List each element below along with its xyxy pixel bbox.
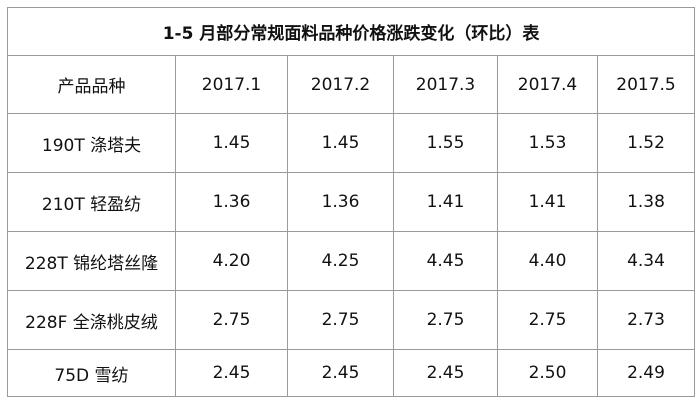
table-body: 1-5 月部分常规面料品种价格涨跌变化（环比）表 产品品种 2017.1 2017.… <box>6 7 696 397</box>
product-name: 228F 全涤桃皮绒 <box>7 290 176 350</box>
data-row: 210T 轻盈纺 1.36 1.36 1.41 1.41 1.38 <box>7 172 696 232</box>
price-cell: 1.45 <box>287 113 394 173</box>
price-cell: 2.75 <box>497 290 598 350</box>
data-row: 228T 锦纶塔丝隆 4.20 4.25 4.45 4.40 4.34 <box>7 231 696 291</box>
price-cell: 2.73 <box>596 290 696 350</box>
data-row: 75D 雪纺 2.45 2.45 2.45 2.50 2.49 <box>7 349 696 397</box>
price-cell: 1.53 <box>497 113 598 173</box>
price-cell: 1.41 <box>497 172 598 232</box>
price-cell: 2.45 <box>175 349 288 397</box>
price-cell: 2.45 <box>393 349 498 397</box>
header-cell: 2017.2 <box>287 55 394 114</box>
price-cell: 1.36 <box>287 172 394 232</box>
header-cell: 2017.5 <box>596 55 696 114</box>
title-row: 1-5 月部分常规面料品种价格涨跌变化（环比）表 <box>6 7 696 56</box>
price-cell: 1.45 <box>175 113 288 173</box>
header-row: 产品品种 2017.1 2017.2 2017.3 2017.4 2017.5 <box>7 55 696 114</box>
price-cell: 1.52 <box>596 113 696 173</box>
table-title: 1-5 月部分常规面料品种价格涨跌变化（环比）表 <box>6 7 696 56</box>
price-cell: 1.38 <box>596 172 696 232</box>
price-cell: 2.49 <box>596 349 696 397</box>
product-name: 228T 锦纶塔丝隆 <box>7 231 176 291</box>
price-cell: 4.20 <box>175 231 288 291</box>
data-row: 190T 涤塔夫 1.45 1.45 1.55 1.53 1.52 <box>7 113 696 173</box>
price-cell: 2.45 <box>287 349 394 397</box>
data-row: 228F 全涤桃皮绒 2.75 2.75 2.75 2.75 2.73 <box>7 290 696 350</box>
header-cell: 2017.4 <box>497 55 598 114</box>
price-cell: 1.41 <box>393 172 498 232</box>
price-cell: 1.36 <box>175 172 288 232</box>
price-cell: 4.45 <box>393 231 498 291</box>
product-name: 75D 雪纺 <box>7 349 176 397</box>
price-cell: 4.25 <box>287 231 394 291</box>
price-cell: 2.75 <box>175 290 288 350</box>
header-cell: 2017.1 <box>175 55 288 114</box>
header-cell: 产品品种 <box>7 55 176 114</box>
price-cell: 2.75 <box>287 290 394 350</box>
product-name: 190T 涤塔夫 <box>7 113 176 173</box>
price-cell: 4.40 <box>497 231 598 291</box>
price-cell: 2.75 <box>393 290 498 350</box>
price-cell: 4.34 <box>596 231 696 291</box>
header-cell: 2017.3 <box>393 55 498 114</box>
product-name: 210T 轻盈纺 <box>7 172 176 232</box>
price-table: 1-5 月部分常规面料品种价格涨跌变化（环比）表 产品品种 2017.1 2017.… <box>6 7 696 397</box>
price-cell: 2.50 <box>497 349 598 397</box>
price-cell: 1.55 <box>393 113 498 173</box>
